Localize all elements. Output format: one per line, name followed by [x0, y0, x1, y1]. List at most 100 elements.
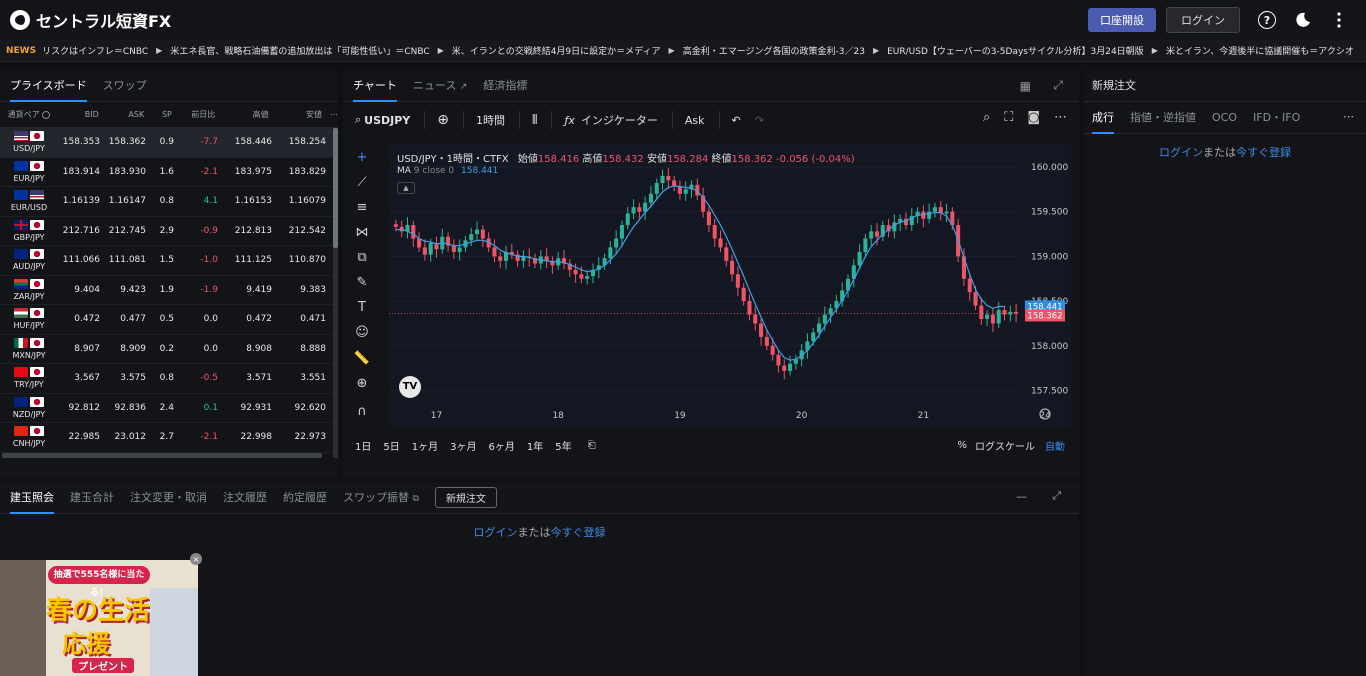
chart-canvas[interactable]: 160.000159.500159.000158.500158.000157.5… [389, 144, 1071, 426]
login-link[interactable]: ログイン [1159, 146, 1203, 159]
tab-limit-stop[interactable]: 指値・逆指値 [1130, 110, 1196, 124]
news-item[interactable]: 米、イランとの交戦終結4月9日に設定か＝メディア [451, 47, 661, 57]
tab-chart[interactable]: チャート [353, 70, 397, 102]
compare-add-icon[interactable]: ⊕ [437, 112, 450, 128]
tab-economic-indicators[interactable]: 経済指標 [483, 78, 528, 92]
candle-type-icon[interactable]: ⫴ [532, 112, 538, 128]
ask-cell[interactable]: 158.362 [108, 137, 146, 148]
symbol-search[interactable]: ⌕ USDJPY [355, 113, 410, 127]
layout-grid-icon[interactable]: ▦ [1019, 79, 1031, 93]
bid-cell[interactable]: 111.066 [62, 255, 100, 266]
tab-price-board[interactable]: プライスボード [10, 70, 87, 102]
ask-cell[interactable]: 23.012 [114, 432, 147, 443]
logo[interactable]: セントラル短資FX [10, 8, 171, 32]
percent-toggle[interactable]: % [957, 439, 967, 451]
redo-icon[interactable]: ↷ [754, 113, 764, 127]
fullscreen-icon[interactable]: ⛶ [1004, 110, 1014, 125]
bid-cell[interactable]: 9.404 [74, 284, 100, 295]
new-order-button[interactable]: 新規注文 [434, 487, 497, 508]
ask-cell[interactable]: 212.745 [108, 225, 146, 236]
minimize-icon[interactable]: — [1016, 490, 1027, 503]
price-row[interactable]: EUR/USD 1.16139 1.16147 0.8 4.1 1.16153 1.1607… [0, 187, 338, 217]
undo-icon[interactable]: ↶ [731, 113, 741, 127]
ask-cell[interactable]: 1.16147 [108, 196, 146, 207]
price-row[interactable]: NZD/JPY 92.812 92.836 2.4 0.1 92.931 92.620 [0, 394, 338, 423]
price-row[interactable]: CNH/JPY 22.985 23.012 2.7 -2.1 22.998 22.973 [0, 423, 338, 453]
tab-position-summary[interactable]: 建玉合計 [70, 490, 114, 504]
bid-cell[interactable]: 212.716 [62, 225, 100, 236]
ask-cell[interactable]: 3.575 [120, 373, 146, 384]
tradingview-logo-icon[interactable]: TV [399, 376, 421, 398]
news-item[interactable]: 米とイラン、今週後半に協議開催も＝アクシオ [1165, 47, 1354, 57]
range-1m[interactable]: 1ヶ月 [411, 441, 439, 453]
bid-cell[interactable]: 158.353 [62, 137, 100, 148]
add-icon[interactable] [41, 110, 50, 119]
ruler-icon[interactable]: 📏 [353, 350, 371, 366]
news-item[interactable]: 高金利・エマージング各国の政策金利-3／23 [682, 47, 865, 57]
more-icon[interactable]: ⋯ [1343, 110, 1354, 123]
expand-icon[interactable]: ⤢ [1053, 78, 1063, 92]
zoom-in-icon[interactable]: ⊕ [356, 375, 368, 391]
vertical-scrollbar[interactable] [333, 128, 338, 458]
interval-button[interactable]: 1時間 [476, 114, 506, 127]
projection-icon[interactable]: ⧉ [357, 249, 367, 265]
more-icon[interactable]: ⋯ [1054, 110, 1067, 125]
range-1y[interactable]: 1年 [526, 441, 544, 453]
register-link[interactable]: 今すぐ登録 [1236, 146, 1291, 159]
login-link[interactable]: ログイン [473, 526, 518, 539]
pattern-icon[interactable]: ⋈ [355, 224, 369, 240]
bid-cell[interactable]: 0.472 [74, 314, 100, 325]
tab-oco[interactable]: OCO [1212, 110, 1237, 124]
menu-icon[interactable] [1330, 11, 1348, 29]
ask-cell[interactable]: 9.423 [120, 284, 146, 295]
brush-icon[interactable]: ✎ [356, 274, 368, 290]
dark-mode-icon[interactable] [1294, 11, 1312, 29]
tab-swap[interactable]: スワップ [102, 78, 147, 92]
help-icon[interactable]: ? [1258, 11, 1276, 29]
camera-icon[interactable]: ◙ [1027, 110, 1040, 125]
more-icon[interactable]: ⋯ [330, 110, 338, 119]
indicator-button[interactable]: ƒx インジケーター [564, 112, 657, 128]
horizontal-scrollbar[interactable] [2, 453, 322, 458]
settings-icon[interactable] [1039, 408, 1051, 420]
tab-swap-transfer[interactable]: スワップ振替 ⧉ [343, 482, 419, 514]
ask-cell[interactable]: 8.909 [120, 343, 146, 354]
bid-cell[interactable]: 3.567 [74, 373, 100, 384]
goto-date-icon[interactable]: ⎗ [587, 439, 596, 451]
news-item[interactable]: 米エネ長官、戦略石油備蓄の追加放出は「可能性低い」＝CNBC [170, 47, 430, 57]
zoom-search-icon[interactable]: ⌕ [982, 110, 991, 125]
price-type-button[interactable]: Ask [684, 113, 705, 127]
magnet-icon[interactable]: ∩ [357, 403, 367, 419]
range-5d[interactable]: 5日 [383, 441, 400, 453]
auto-scale-toggle[interactable]: 自動 [1045, 441, 1065, 453]
collapse-legend-icon[interactable]: ▲ [397, 182, 415, 194]
col-pair[interactable]: 通貨ペア [0, 109, 57, 120]
ask-cell[interactable]: 111.081 [108, 255, 146, 266]
emoji-icon[interactable]: ☺ [355, 324, 369, 340]
promo-banner[interactable]: 抽選で555名様に当たる！ 春の生活 応援 プレゼント [0, 560, 198, 676]
bid-cell[interactable]: 22.985 [68, 432, 101, 443]
price-row[interactable]: TRY/JPY 3.567 3.575 0.8 -0.5 3.571 3.551 [0, 364, 338, 394]
range-5y[interactable]: 5年 [555, 441, 572, 453]
text-icon[interactable]: T [358, 299, 366, 315]
price-row[interactable]: MXN/JPY 8.907 8.909 0.2 0.0 8.908 8.888 [0, 335, 338, 364]
expand-icon[interactable]: ⤢ [1052, 489, 1061, 502]
trend-line-icon[interactable]: ⟋ [357, 174, 367, 190]
ask-cell[interactable]: 92.836 [114, 402, 147, 413]
tab-order-modify[interactable]: 注文変更・取消 [130, 490, 207, 504]
tab-market-order[interactable]: 成行 [1092, 102, 1114, 134]
news-item[interactable]: EUR/USD【ウェーバーの3-5Daysサイクル分析】3月24日朝版 [887, 47, 1144, 57]
register-link[interactable]: 今すぐ登録 [550, 526, 606, 539]
tab-news[interactable]: ニュース ↗ [413, 70, 468, 102]
ask-cell[interactable]: 0.477 [120, 314, 146, 325]
price-row[interactable]: HUF/JPY 0.472 0.477 0.5 0.0 0.472 0.471 [0, 305, 338, 335]
open-account-button[interactable]: 口座開設 [1088, 8, 1156, 32]
bid-cell[interactable]: 92.812 [68, 402, 101, 413]
tab-order-history[interactable]: 注文履歴 [223, 490, 267, 504]
bid-cell[interactable]: 8.907 [74, 343, 100, 354]
range-6m[interactable]: 6ヶ月 [488, 441, 515, 453]
bid-cell[interactable]: 183.914 [62, 166, 100, 177]
log-scale-toggle[interactable]: ログスケール [975, 441, 1035, 453]
price-row[interactable]: AUD/JPY 111.066 111.081 1.5 -1.0 111.125 110.8… [0, 246, 338, 276]
range-3m[interactable]: 3ヶ月 [450, 441, 477, 453]
